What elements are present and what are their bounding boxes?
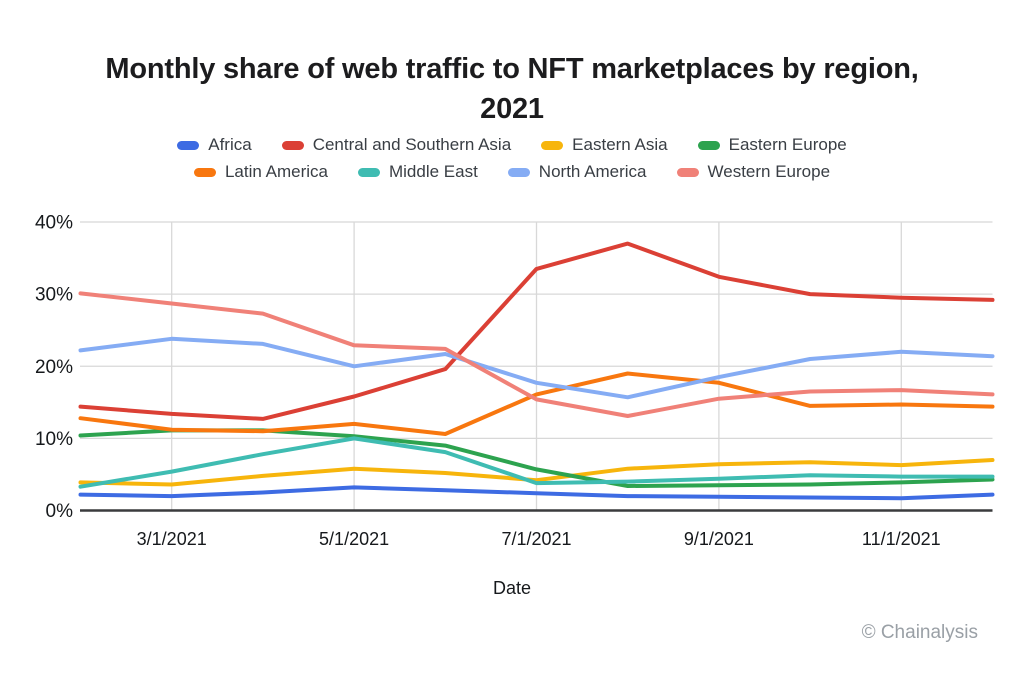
legend-swatch-icon <box>281 140 304 150</box>
legend-label: North America <box>538 162 647 181</box>
legend-row: Africa Central and Southern Asia Eastern A… <box>177 135 847 155</box>
legend-swatch-icon <box>697 140 720 150</box>
legend-swatch-icon <box>357 167 380 177</box>
legend-swatch-icon <box>541 140 564 150</box>
legend-label: Africa <box>208 135 252 154</box>
series-line-north-america <box>78 336 995 400</box>
legend-item-middle-east[interactable]: Middle East <box>357 162 478 182</box>
legend-label: Latin America <box>224 162 328 181</box>
chart-title-line1: Monthly share of web traffic to NFT mark… <box>105 53 919 86</box>
series-line-middle-east <box>78 436 995 489</box>
legend-swatch-icon <box>177 140 200 150</box>
y-tick-label: 30% <box>35 285 73 306</box>
legend-row: Latin America Middle East North America Wes… <box>193 162 831 182</box>
chart-title: Monthly share of web traffic to NFT mark… <box>52 49 972 129</box>
legend-swatch-icon <box>193 167 216 177</box>
legend-item-africa[interactable]: Africa <box>177 135 252 155</box>
series-line-western-europe <box>78 291 995 418</box>
legend-item-eastern-asia[interactable]: Eastern Asia <box>541 135 668 155</box>
chart-title-line2: 2021 <box>480 93 544 126</box>
x-tick-label: 5/1/2021 <box>319 529 389 549</box>
y-tick-label: 20% <box>35 357 73 378</box>
x-tick-label: 9/1/2021 <box>684 529 754 549</box>
attribution: © Chainalysis <box>861 622 978 643</box>
legend: Africa Central and Southern Asia Eastern A… <box>0 135 1024 182</box>
y-tick-label: 0% <box>46 501 74 522</box>
y-tick-label: 40% <box>35 213 73 234</box>
legend-label: Eastern Asia <box>572 135 668 154</box>
series-line-africa <box>78 485 995 501</box>
legend-swatch-icon <box>676 167 699 177</box>
legend-label: Central and Southern Asia <box>312 135 512 154</box>
series-line-eastern-asia <box>78 458 995 487</box>
series-line-latin-america <box>78 371 995 436</box>
legend-label: Western Europe <box>707 162 831 181</box>
series-line-central-and-southern-asia <box>78 241 995 421</box>
legend-label: Middle East <box>388 162 478 181</box>
legend-item-western-europe[interactable]: Western Europe <box>676 162 831 182</box>
legend-item-central-and-southern-asia[interactable]: Central and Southern Asia <box>281 135 512 155</box>
x-tick-label: 3/1/2021 <box>137 529 207 549</box>
legend-label: Eastern Europe <box>728 135 847 154</box>
y-tick-label: 10% <box>35 429 73 450</box>
x-axis-label: Date <box>492 578 532 598</box>
x-tick-label: 7/1/2021 <box>501 529 571 549</box>
x-tick-label: 11/1/2021 <box>862 529 941 549</box>
line-chart: 3/1/2021 5/1/2021 7/1/2021 9/1/2021 11/1/202… <box>35 213 995 549</box>
legend-item-eastern-europe[interactable]: Eastern Europe <box>697 135 847 155</box>
legend-item-north-america[interactable]: North America <box>507 162 647 182</box>
legend-swatch-icon <box>507 167 530 177</box>
legend-item-latin-america[interactable]: Latin America <box>193 162 328 182</box>
